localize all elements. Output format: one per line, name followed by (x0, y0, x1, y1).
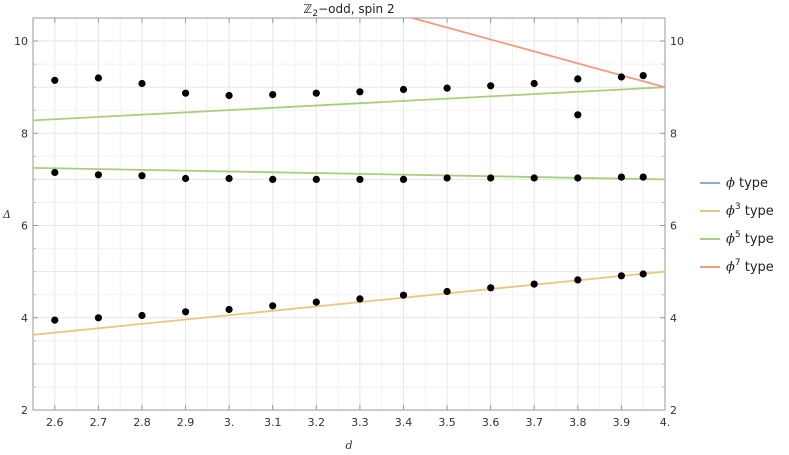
data-point (182, 89, 190, 97)
y-tick-label-left: 2 (21, 404, 28, 417)
data-point (269, 302, 277, 310)
x-tick-label: 3.8 (569, 416, 587, 429)
x-tick-label: 3.7 (525, 416, 543, 429)
x-tick-label: 3.9 (613, 416, 631, 429)
data-point (443, 174, 451, 182)
data-point (530, 174, 538, 182)
series-lines (32, 17, 666, 336)
x-tick-label: 3. (224, 416, 235, 429)
legend-label: ϕ5 type (726, 230, 774, 247)
data-point (487, 82, 495, 90)
data-point (356, 88, 364, 96)
data-point (225, 91, 233, 100)
data-point (399, 291, 408, 299)
legend: ϕ type ϕ3 type ϕ5 type ϕ7 type (700, 176, 774, 275)
data-point (617, 173, 626, 181)
data-point (530, 79, 538, 88)
data-point (574, 75, 582, 83)
data-point (51, 316, 59, 324)
data-point (487, 174, 495, 182)
data-point (639, 270, 647, 278)
axis-ticks: 2.6 2.7 2.8 2.9 3. 3.1 3.2 3.3 3.4 3.5 3.6 3.7 3.8 3.… (14, 18, 684, 429)
x-tick-label: 3.5 (438, 416, 456, 429)
y-tick-label-left: 4 (21, 312, 28, 325)
x-tick-label: 2.9 (177, 416, 195, 429)
series-line-4 (411, 17, 666, 89)
data-point (138, 172, 146, 180)
x-tick-label: 2.6 (46, 416, 64, 429)
x-tick-label: 4. (660, 416, 671, 429)
y-tick-label-right: 4 (670, 312, 677, 325)
y-tick-label-left: 6 (21, 220, 28, 233)
y-tick-label-left: 10 (14, 35, 28, 48)
data-point (138, 79, 146, 88)
data-point (269, 91, 277, 99)
data-point (225, 305, 233, 314)
data-point (443, 287, 451, 296)
x-tick-label: 3.4 (395, 416, 413, 429)
x-tick-label: 2.8 (133, 416, 151, 429)
data-point (399, 175, 408, 183)
x-tick-label: 3.2 (308, 416, 326, 429)
data-point (94, 171, 102, 179)
x-axis-title: d (345, 439, 352, 452)
data-point (574, 111, 582, 119)
series-line-3 (32, 167, 666, 181)
legend-label: ϕ7 type (726, 258, 774, 275)
data-point (225, 174, 233, 183)
x-tick-label: 3.6 (482, 416, 500, 429)
data-point (639, 72, 647, 80)
data-point (94, 74, 102, 82)
data-point (312, 298, 320, 306)
chart-title: ℤ2−odd, spin 2 (303, 2, 394, 19)
data-point (617, 73, 626, 81)
data-point (574, 174, 582, 182)
data-point (269, 175, 277, 183)
data-point (312, 175, 320, 183)
y-tick-label-right: 10 (670, 35, 684, 48)
data-point (51, 168, 59, 177)
plot-frame (32, 17, 666, 411)
data-point (138, 311, 146, 320)
data-point (94, 314, 102, 322)
data-point (356, 175, 364, 183)
data-point (530, 280, 538, 288)
data-points (51, 72, 647, 324)
data-point (312, 89, 320, 97)
data-point (356, 295, 364, 303)
x-tick-label: 3.1 (264, 416, 282, 429)
legend-label: ϕ type (726, 176, 768, 191)
series-line-1 (32, 270, 666, 336)
y-axis-title: Δ (2, 208, 11, 221)
data-point (182, 174, 190, 183)
x-tick-label: 2.7 (90, 416, 108, 429)
data-point (487, 284, 495, 292)
y-tick-label-left: 8 (21, 127, 28, 140)
y-tick-label-right: 6 (670, 220, 677, 233)
y-tick-label-right: 2 (670, 404, 677, 417)
data-point (51, 76, 59, 84)
data-point (182, 308, 190, 316)
y-tick-label-right: 8 (670, 127, 677, 140)
data-point (399, 85, 408, 94)
legend-label: ϕ3 type (726, 202, 774, 219)
data-point (574, 276, 582, 284)
series-line-2 (32, 86, 666, 122)
data-point (443, 84, 451, 92)
x-tick-label: 3.3 (351, 416, 369, 429)
data-point (617, 272, 626, 280)
data-point (639, 173, 647, 181)
grid (32, 17, 666, 411)
